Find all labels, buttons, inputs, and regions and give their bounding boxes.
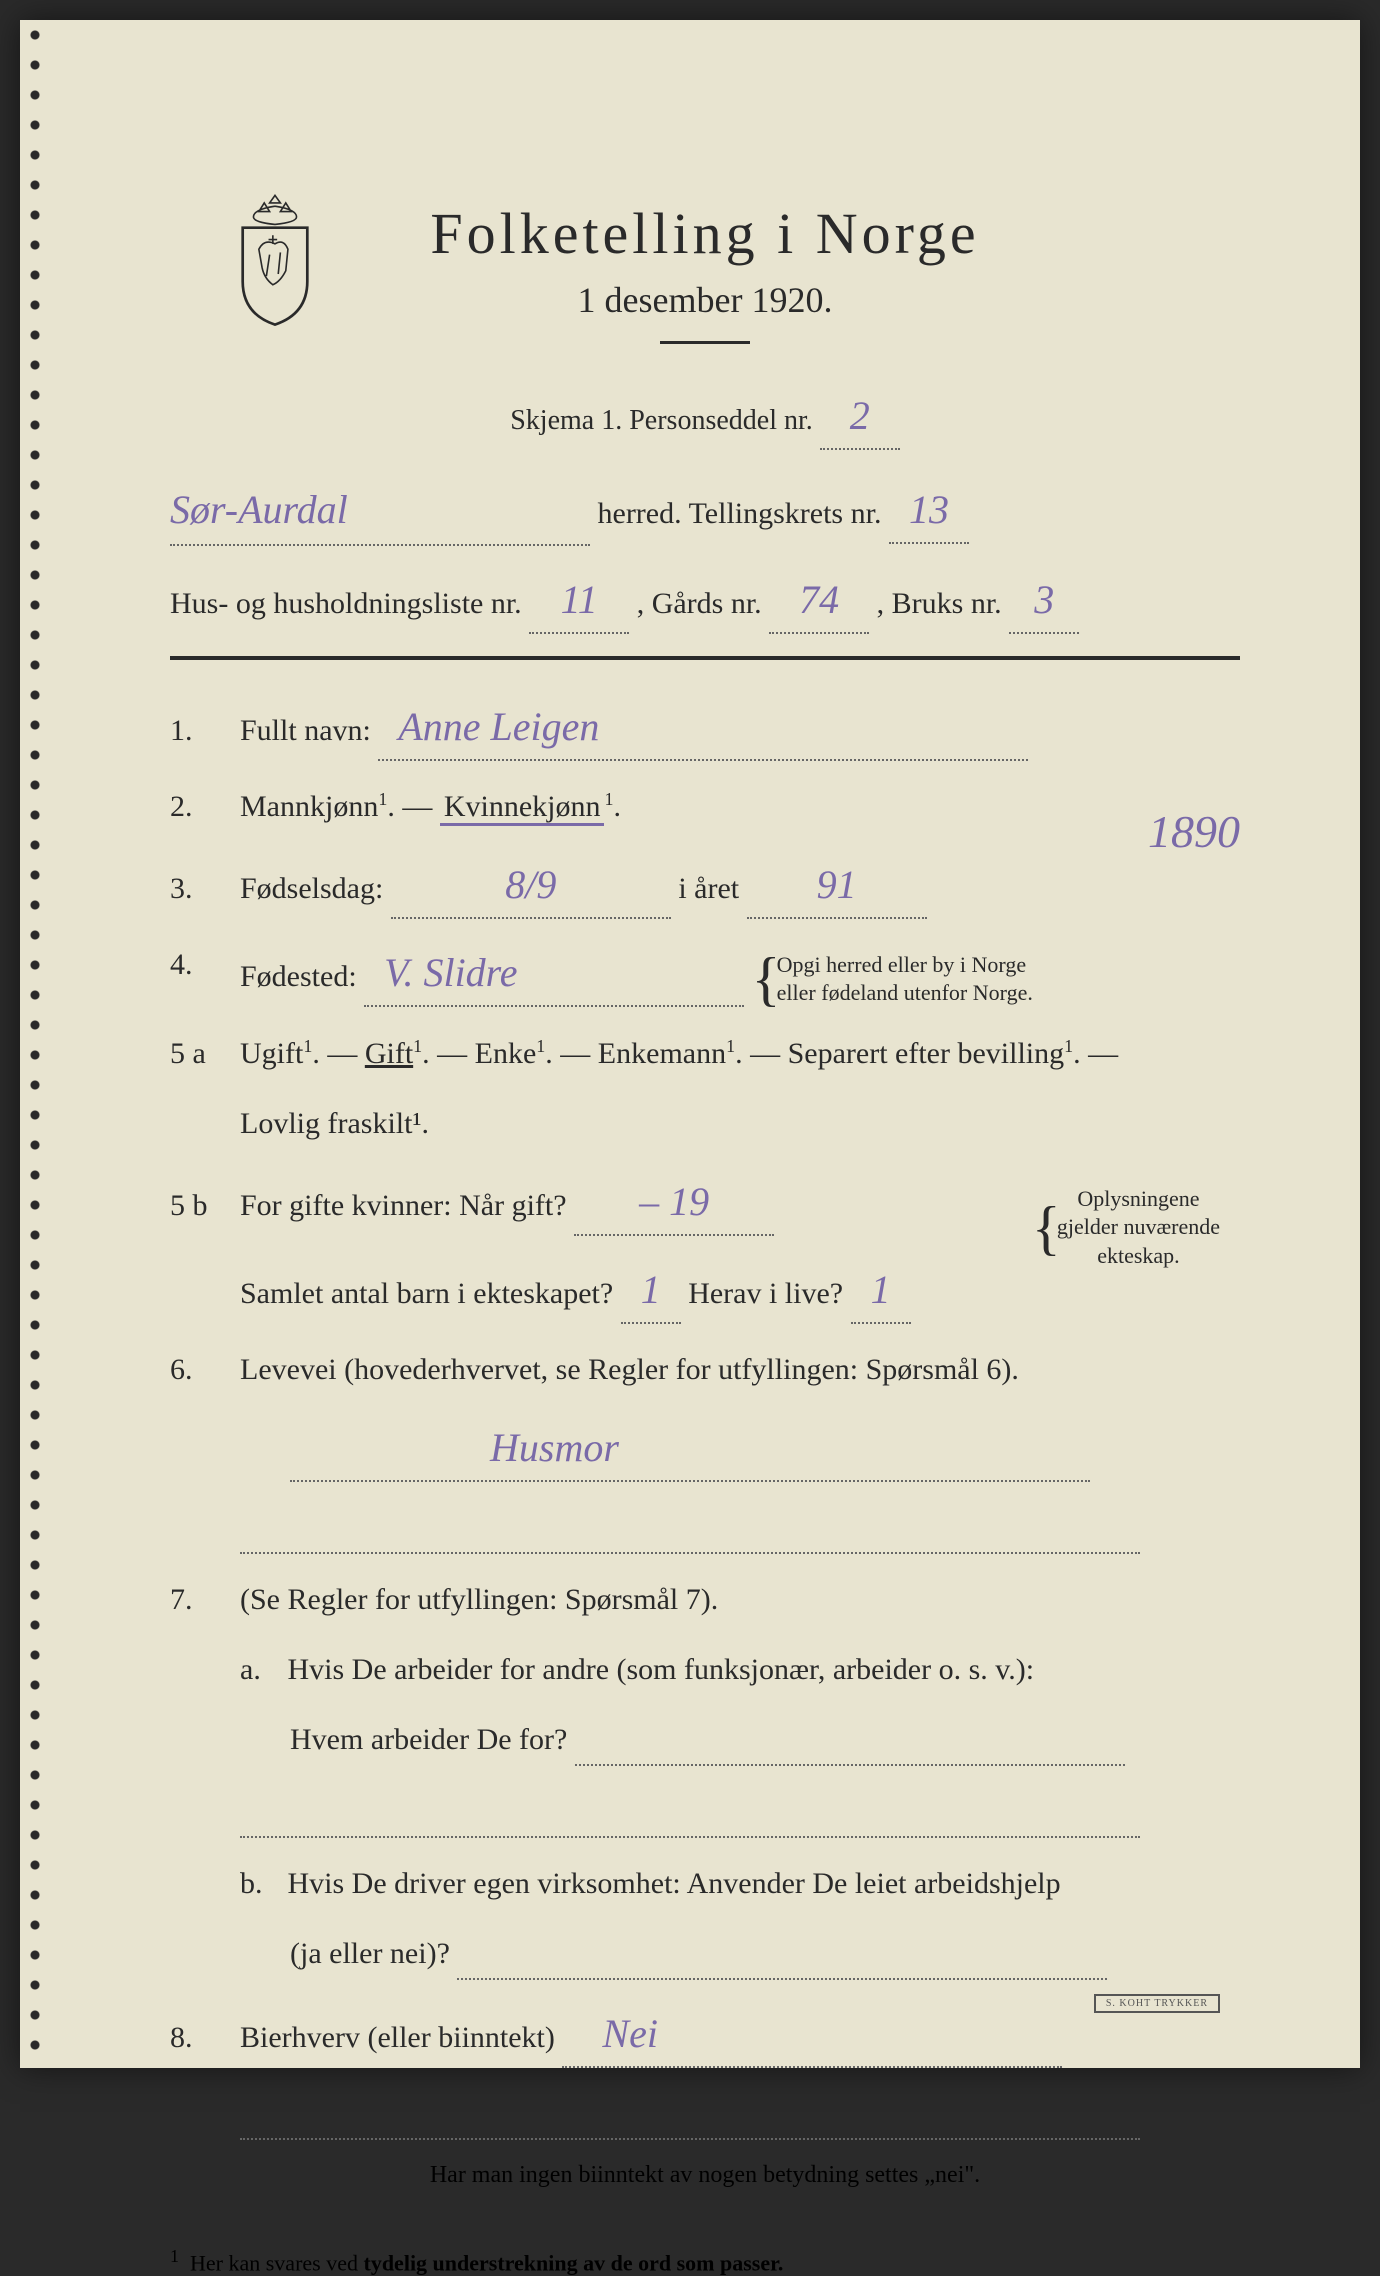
skjema-label: Skjema 1. Personseddel nr. [510,405,813,436]
q1-num: 1. [170,707,220,755]
husliste-label3: , Bruks nr. [877,587,1002,620]
q6-blank [170,1504,1240,1554]
personseddel-nr: 2 [820,384,900,450]
form-date: 1 desember 1920. [170,279,1240,321]
q4-num: 4. [170,941,220,989]
skjema-line: Skjema 1. Personseddel nr. 2 [170,384,1240,450]
q4-line: 4. Fødested: V. Slidre Opgi herred eller… [170,941,1240,1008]
q8-num: 8. [170,2014,220,2062]
herred-label: herred. Tellingskrets nr. [598,497,882,530]
q7-num: 7. [170,1576,220,1624]
q2-num: 2. [170,783,220,831]
q5b-line1: 5 b For gifte kvinner: Når gift? – 19 Op… [170,1170,1240,1236]
footnote: 1 Her kan svares ved tydelig understrekn… [170,2246,1240,2276]
husliste-nr: 11 [529,568,629,634]
q7a-line2: Hvem arbeider De for? [170,1716,1240,1766]
q1-line: 1. Fullt navn: Anne Leigen [170,695,1240,761]
q7a-blank [170,1788,1240,1838]
q8-value: Nei [562,2002,1062,2068]
q3-num: 3. [170,865,220,913]
q7b-line2: (ja eller nei)? [170,1930,1240,1980]
section-divider-1 [170,656,1240,660]
q5b-num: 5 b [170,1182,220,1230]
q7a-text1: Hvis De arbeider for andre (som funksjon… [288,1653,1035,1686]
q2-line: 2. Mannkjønn1. — Kvinnekjønn1. [170,783,1240,831]
q5b-val2: 1 [621,1258,681,1324]
q4-value: V. Slidre [364,941,744,1007]
q7b-text1: Hvis De driver egen virksomhet: Anvender… [288,1867,1061,1900]
perforation-edge [20,20,50,2068]
q3-year: 91 [747,853,927,919]
header-divider [660,341,750,344]
husliste-label2: , Gårds nr. [637,587,762,620]
q1-value: Anne Leigen [378,695,1028,761]
q7b-text2: (ja eller nei)? [290,1937,450,1970]
q5a-num: 5 a [170,1030,220,1078]
q7a-text2: Hvem arbeider De for? [290,1723,567,1756]
q1-label: Fullt navn: [240,714,371,747]
q8-label: Bierhverv (eller biinntekt) [240,2021,555,2054]
coat-of-arms-icon [220,190,330,330]
footer-instruction: Har man ingen biinntekt av nogen betydni… [170,2162,1240,2189]
q6-line: 6. Levevei (hovederhvervet, se Regler fo… [170,1346,1240,1394]
husliste-line: Hus- og husholdningsliste nr. 11 , Gårds… [170,568,1240,634]
q2-label1: Mannkjønn [240,790,378,823]
q6-label: Levevei (hovederhvervet, se Regler for u… [240,1346,1240,1394]
q7a-label: a. [240,1646,280,1694]
q3-label: Fødselsdag: [240,872,383,905]
q7-label: (Se Regler for utfyllingen: Spørsmål 7). [240,1576,1240,1624]
q5a-line: 5 a Ugift1. — Gift1. — Enke1. — Enkemann… [170,1030,1240,1078]
q3-label2: i året [678,872,739,905]
census-form-page: 1890 Folketelling i Norge 1 desember 192… [20,20,1360,2068]
q7-line: 7. (Se Regler for utfyllingen: Spørsmål … [170,1576,1240,1624]
herred-line: Sør-Aurdal herred. Tellingskrets nr. 13 [170,478,1240,546]
form-title: Folketelling i Norge [170,200,1240,267]
q5b-label3: Herav i live? [688,1277,843,1310]
q8-line: 8. Bierhverv (eller biinntekt) Nei [170,2002,1240,2068]
tellingskrets-nr: 13 [889,478,969,544]
husliste-label1: Hus- og husholdningsliste nr. [170,587,522,620]
q6-value-line: Husmor [170,1416,1240,1482]
q7b-line1: b. Hvis De driver egen virksomhet: Anven… [170,1860,1240,1908]
q2-selected: Kvinnekjønn [440,790,605,826]
q3-day: 8/9 [391,853,671,919]
q5b-label2: Samlet antal barn i ekteskapet? [240,1277,613,1310]
q5b-line2: Samlet antal barn i ekteskapet? 1 Herav … [170,1258,1240,1324]
printer-stamp: S. KOHT TRYKKER [1094,1994,1220,2013]
q7a-line1: a. Hvis De arbeider for andre (som funks… [170,1646,1240,1694]
q6-value: Husmor [290,1416,1090,1482]
footer-divider [170,2214,1240,2216]
form-header: Folketelling i Norge 1 desember 1920. [170,200,1240,344]
q4-note: Opgi herred eller by i Norge eller fødel… [752,951,1033,1008]
q5b-val1: – 19 [574,1170,774,1236]
q4-label: Fødested: [240,960,357,993]
gaards-nr: 74 [769,568,869,634]
q3-line: 3. Fødselsdag: 8/9 i året 91 [170,853,1240,919]
q7b-label: b. [240,1860,280,1908]
q5b-val3: 1 [851,1258,911,1324]
q8-blank [170,2090,1240,2140]
q5a-line2: Lovlig fraskilt¹. [170,1100,1240,1148]
herred-value: Sør-Aurdal [170,478,590,546]
q5b-label1: For gifte kvinner: Når gift? [240,1189,567,1222]
q6-num: 6. [170,1346,220,1394]
bruks-nr: 3 [1009,568,1079,634]
